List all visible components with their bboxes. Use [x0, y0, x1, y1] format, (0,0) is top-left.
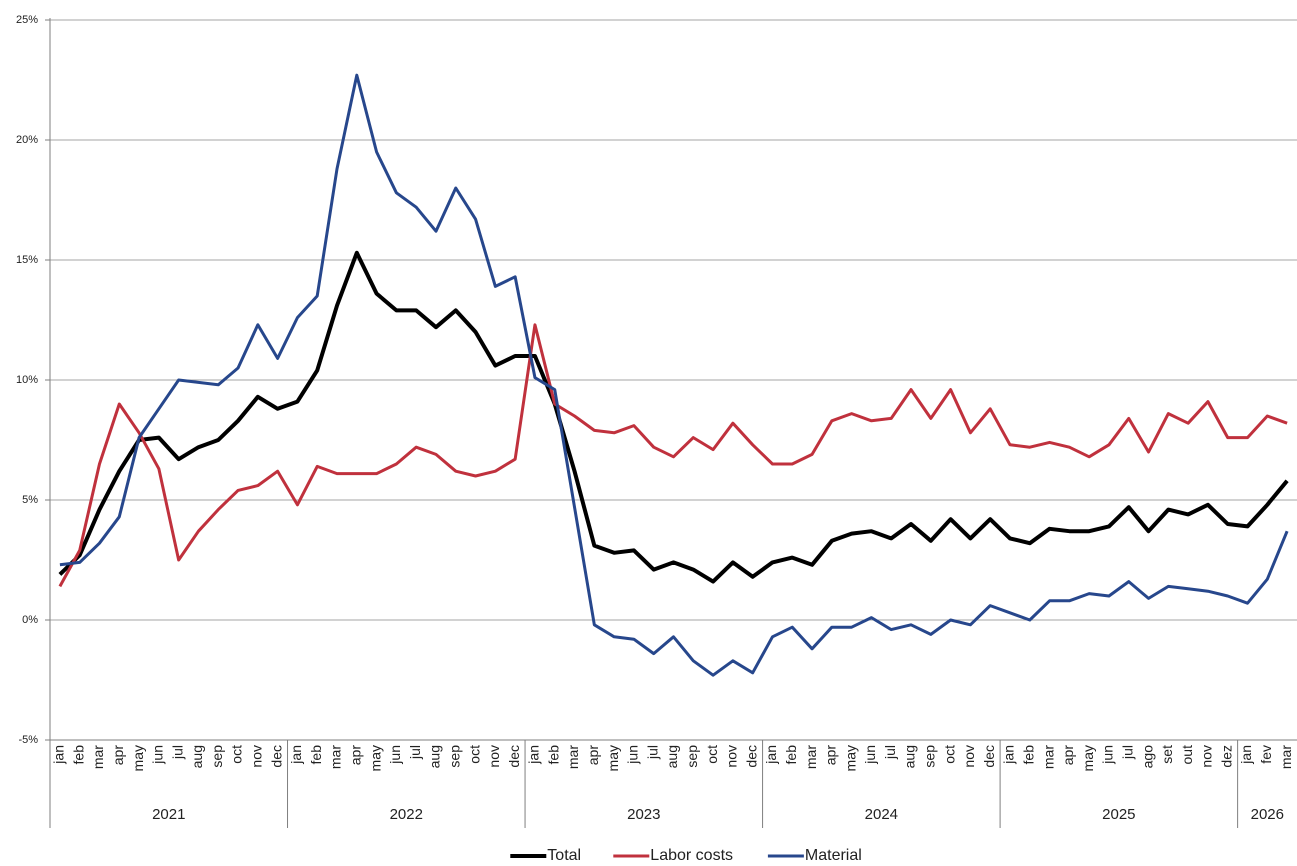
x-tick-label: fev: [1258, 745, 1274, 764]
x-tick-label: jan: [1238, 745, 1254, 765]
x-tick-label: jan: [1001, 745, 1017, 765]
x-tick-label: oct: [466, 745, 482, 764]
x-tick-label: jul: [1119, 745, 1135, 760]
y-tick-label: 25%: [16, 14, 38, 26]
x-tick-label: oct: [941, 745, 957, 764]
x-tick-label: dez: [1218, 745, 1234, 768]
x-tick-label: oct: [229, 745, 245, 764]
x-tick-label: out: [1179, 745, 1195, 765]
year-label: 2021: [152, 806, 185, 823]
x-tick-label: mar: [1040, 745, 1056, 769]
x-tick-label: dec: [981, 745, 997, 768]
year-label: 2024: [865, 806, 898, 823]
x-tick-label: mar: [328, 745, 344, 769]
x-tick-label: jul: [169, 745, 185, 760]
y-tick-label: 15%: [16, 254, 38, 266]
x-tick-label: aug: [902, 745, 918, 768]
x-tick-label: sep: [446, 745, 462, 768]
x-tick-label: dec: [743, 745, 759, 768]
x-tick-label: mar: [90, 745, 106, 769]
legend-label: Material: [805, 847, 862, 864]
x-tick-label: nov: [486, 745, 502, 768]
x-tick-label: apr: [823, 745, 839, 766]
x-tick-label: apr: [1060, 745, 1076, 766]
x-tick-label: dec: [506, 745, 522, 768]
x-tick-label: aug: [664, 745, 680, 768]
x-tick-label: nov: [249, 745, 265, 768]
y-tick-label: -5%: [18, 734, 38, 746]
x-tick-label: aug: [189, 745, 205, 768]
legend-label: Labor costs: [650, 847, 733, 864]
y-tick-label: 10%: [16, 374, 38, 386]
x-tick-label: may: [130, 745, 146, 771]
x-tick-label: feb: [545, 745, 561, 765]
x-tick-label: sep: [209, 745, 225, 768]
x-tick-label: jan: [51, 745, 67, 765]
x-tick-label: jan: [288, 745, 304, 765]
x-tick-label: nov: [724, 745, 740, 768]
series-line: [58, 250, 1289, 584]
x-tick-label: jan: [763, 745, 779, 765]
x-tick-label: may: [842, 745, 858, 771]
x-tick-label: apr: [110, 745, 126, 766]
year-label: 2023: [627, 806, 660, 823]
x-tick-label: jan: [526, 745, 542, 765]
year-label: 2022: [390, 806, 423, 823]
x-tick-label: aug: [427, 745, 443, 768]
y-tick-label: 20%: [16, 134, 38, 146]
x-tick-label: may: [367, 745, 383, 771]
x-tick-label: jun: [150, 745, 166, 765]
x-tick-label: jul: [882, 745, 898, 760]
x-tick-label: jun: [1100, 745, 1116, 765]
x-tick-label: jul: [407, 745, 423, 760]
x-tick-label: apr: [348, 745, 364, 766]
x-tick-label: jun: [387, 745, 403, 765]
year-label: 2026: [1251, 806, 1284, 823]
legend-label: Total: [547, 847, 581, 864]
series-line: [59, 73, 1289, 677]
x-tick-label: may: [1080, 745, 1096, 771]
x-tick-label: oct: [704, 745, 720, 764]
y-tick-label: 5%: [22, 494, 38, 506]
x-tick-label: mar: [803, 745, 819, 769]
x-tick-label: apr: [585, 745, 601, 766]
x-tick-label: ago: [1139, 745, 1155, 769]
year-label: 2025: [1102, 806, 1135, 823]
x-tick-label: mar: [1278, 745, 1294, 769]
x-tick-label: feb: [308, 745, 324, 765]
x-tick-label: sep: [684, 745, 700, 768]
x-tick-label: set: [1159, 745, 1175, 764]
x-tick-label: feb: [70, 745, 86, 765]
x-tick-label: jun: [862, 745, 878, 765]
x-tick-label: nov: [961, 745, 977, 768]
x-tick-label: dec: [268, 745, 284, 768]
x-tick-label: feb: [783, 745, 799, 765]
x-tick-label: may: [605, 745, 621, 771]
x-tick-label: mar: [565, 745, 581, 769]
x-tick-label: jul: [644, 745, 660, 760]
x-tick-label: jun: [625, 745, 641, 765]
x-tick-label: nov: [1199, 745, 1215, 768]
x-tick-label: feb: [1020, 745, 1036, 765]
x-tick-label: sep: [922, 745, 938, 768]
y-tick-label: 0%: [22, 614, 38, 626]
series-line: [58, 323, 1288, 588]
